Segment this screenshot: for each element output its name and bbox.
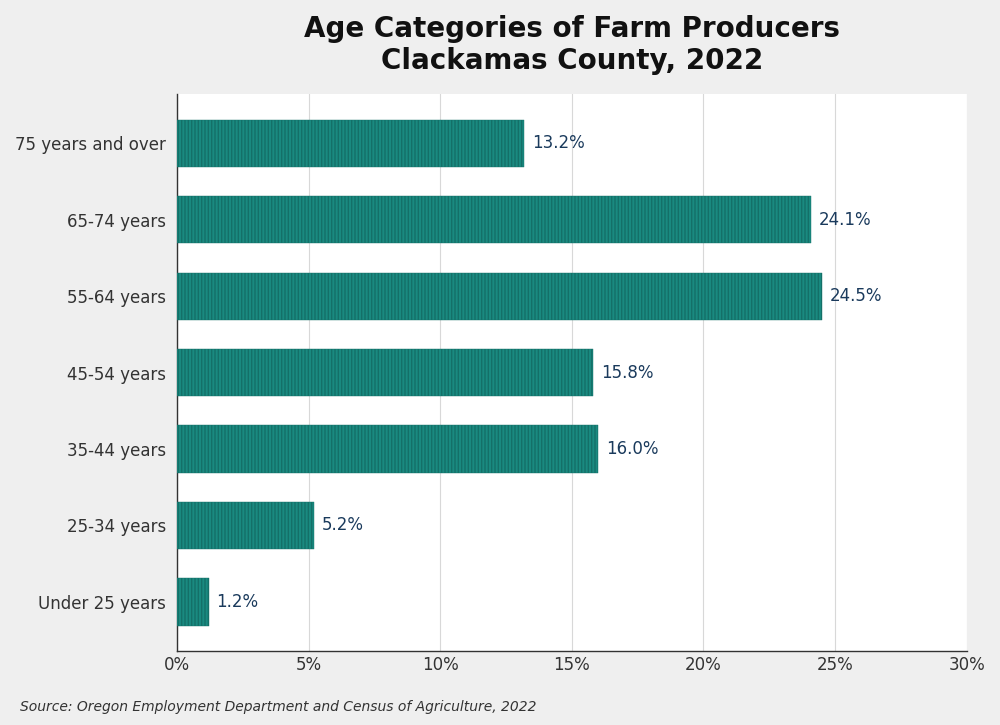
Bar	[177, 120, 524, 167]
Text: Source: Oregon Employment Department and Census of Agriculture, 2022: Source: Oregon Employment Department and…	[20, 700, 536, 714]
Bar	[177, 502, 314, 549]
Text: 15.8%: 15.8%	[601, 364, 653, 381]
Text: 24.1%: 24.1%	[819, 211, 872, 229]
Bar	[177, 426, 598, 473]
Text: 1.2%: 1.2%	[216, 593, 259, 611]
Bar	[177, 579, 209, 626]
Text: 13.2%: 13.2%	[532, 134, 585, 152]
Text: 5.2%: 5.2%	[322, 516, 364, 534]
Bar	[177, 273, 822, 320]
Text: 24.5%: 24.5%	[830, 287, 882, 305]
Bar	[177, 196, 811, 244]
Bar	[177, 349, 593, 397]
Text: 16.0%: 16.0%	[606, 440, 659, 458]
Title: Age Categories of Farm Producers
Clackamas County, 2022: Age Categories of Farm Producers Clackam…	[304, 15, 840, 75]
